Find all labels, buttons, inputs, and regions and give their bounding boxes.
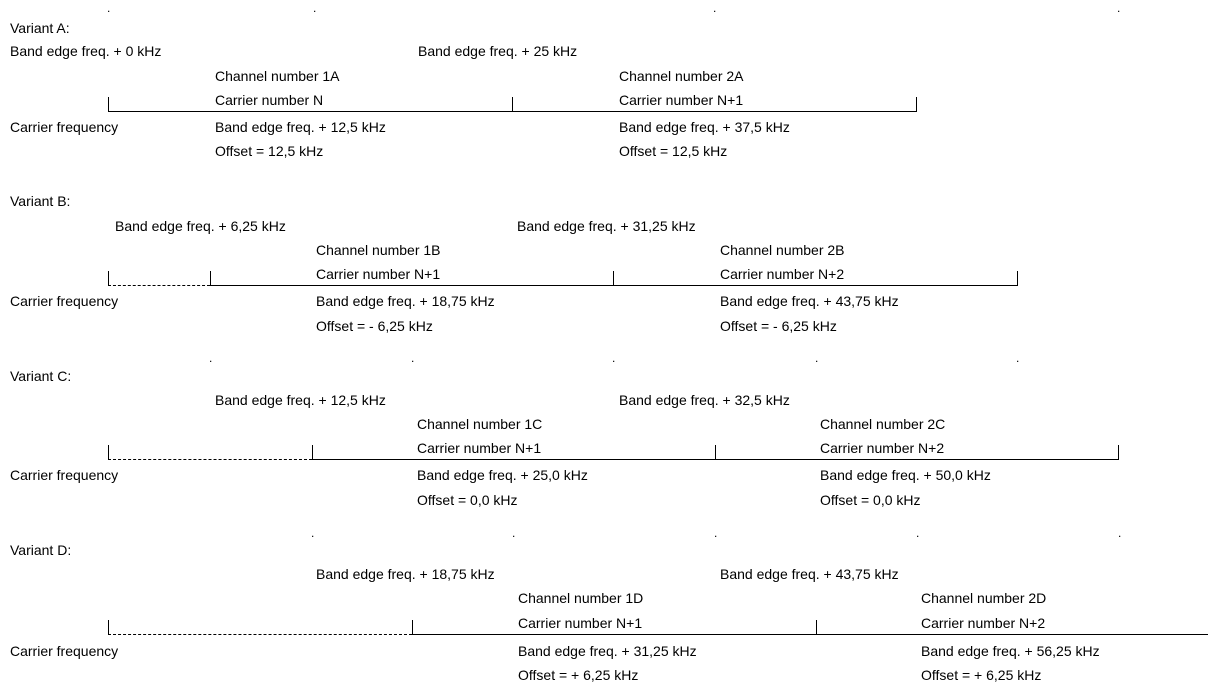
- channel-boundary-tick: [715, 445, 716, 459]
- variant-c-band-edge-left: Band edge freq. + 12,5 kHz: [215, 392, 386, 408]
- variant-a-carrier-frequency-label: Carrier frequency: [10, 119, 119, 135]
- carrier-axis-line: [312, 459, 1119, 460]
- channel-boundary-tick: [412, 620, 413, 634]
- variant-c-title: Variant C:: [10, 368, 72, 384]
- variant-c-carrier-1: Carrier number N+1: [417, 440, 542, 456]
- variant-d-freq-1: Band edge freq. + 31,25 kHz: [518, 643, 697, 659]
- channel-boundary-tick: [512, 97, 513, 111]
- tick-dot: .: [713, 1, 717, 15]
- tick-dot: .: [1118, 526, 1122, 540]
- channel-boundary-tick: [916, 97, 917, 111]
- tick-dot: .: [209, 351, 213, 365]
- variant-c-channel-2: Channel number 2C: [820, 416, 946, 432]
- variant-c-offset-2: Offset = 0,0 kHz: [820, 492, 921, 508]
- carrier-axis-dashed-line: [108, 634, 412, 635]
- tick-dot: .: [512, 526, 516, 540]
- channel-boundary-tick: [108, 620, 109, 634]
- variant-d-channel-1: Channel number 1D: [518, 590, 644, 606]
- variant-c-carrier-frequency-label: Carrier frequency: [10, 467, 119, 483]
- variant-a-freq-2: Band edge freq. + 37,5 kHz: [619, 119, 790, 135]
- variant-a-offset-1: Offset = 12,5 kHz: [215, 143, 324, 159]
- tick-dot: .: [1117, 1, 1121, 15]
- variant-b-offset-2: Offset = - 6,25 kHz: [720, 318, 837, 334]
- variant-b-channel-1: Channel number 1B: [316, 242, 441, 258]
- variant-b-band-edge-right: Band edge freq. + 31,25 kHz: [517, 218, 696, 234]
- variant-d-channel-2: Channel number 2D: [921, 590, 1047, 606]
- channel-boundary-tick: [613, 271, 614, 285]
- variant-d-freq-2: Band edge freq. + 56,25 kHz: [921, 643, 1100, 659]
- channel-boundary-tick: [108, 97, 109, 111]
- variant-c-band-edge-right: Band edge freq. + 32,5 kHz: [619, 392, 790, 408]
- tick-dot: .: [815, 351, 819, 365]
- variant-a-carrier-1: Carrier number N: [215, 92, 324, 108]
- variant-b-band-edge-left: Band edge freq. + 6,25 kHz: [115, 218, 286, 234]
- variant-b-channel-2: Channel number 2B: [720, 242, 845, 258]
- variant-c-freq-1: Band edge freq. + 25,0 kHz: [417, 467, 588, 483]
- variant-c-freq-2: Band edge freq. + 50,0 kHz: [820, 467, 991, 483]
- carrier-axis-line: [210, 285, 1018, 286]
- variant-a-freq-1: Band edge freq. + 12,5 kHz: [215, 119, 386, 135]
- channel-boundary-tick: [312, 445, 313, 459]
- variant-b-title: Variant B:: [10, 193, 71, 209]
- channel-boundary-tick: [1118, 445, 1119, 459]
- variant-b-freq-1: Band edge freq. + 18,75 kHz: [316, 293, 495, 309]
- variant-d-offset-2: Offset = + 6,25 kHz: [921, 667, 1042, 683]
- variant-b-offset-1: Offset = - 6,25 kHz: [316, 318, 433, 334]
- channel-boundary-tick: [1017, 271, 1018, 285]
- variant-b-carrier-2: Carrier number N+2: [720, 266, 845, 282]
- carrier-axis-line: [412, 634, 1208, 635]
- variant-a-channel-1: Channel number 1A: [215, 68, 340, 84]
- tick-dot: .: [612, 351, 616, 365]
- variant-c-channel-1: Channel number 1C: [417, 416, 543, 432]
- channel-boundary-tick: [816, 620, 817, 634]
- variant-b-freq-2: Band edge freq. + 43,75 kHz: [720, 293, 899, 309]
- variant-d-carrier-frequency-label: Carrier frequency: [10, 643, 119, 659]
- carrier-axis-dashed-line: [108, 459, 312, 460]
- tick-dot: .: [714, 526, 718, 540]
- tick-dot: .: [1016, 351, 1020, 365]
- variant-a-offset-2: Offset = 12,5 kHz: [619, 143, 728, 159]
- channel-boundary-tick: [108, 271, 109, 285]
- variant-a-carrier-2: Carrier number N+1: [619, 92, 744, 108]
- variant-a-title: Variant A:: [10, 20, 70, 36]
- tick-dot: .: [916, 526, 920, 540]
- variant-b-carrier-frequency-label: Carrier frequency: [10, 293, 119, 309]
- tick-dot: .: [311, 526, 315, 540]
- variant-d-band-edge-right: Band edge freq. + 43,75 kHz: [720, 566, 899, 582]
- variant-d-title: Variant D:: [10, 542, 72, 558]
- tick-dot: .: [107, 1, 111, 15]
- variant-d-carrier-2: Carrier number N+2: [921, 615, 1046, 631]
- tick-dot: .: [411, 351, 415, 365]
- variant-d-band-edge-left: Band edge freq. + 18,75 kHz: [316, 566, 495, 582]
- variant-d-offset-1: Offset = + 6,25 kHz: [518, 667, 639, 683]
- variant-c-carrier-2: Carrier number N+2: [820, 440, 945, 456]
- variant-a-band-edge-right: Band edge freq. + 25 kHz: [418, 43, 578, 59]
- variant-b-carrier-1: Carrier number N+1: [316, 266, 441, 282]
- variant-a-band-edge-left: Band edge freq. + 0 kHz: [10, 43, 162, 59]
- tick-dot: .: [313, 1, 317, 15]
- variant-a-channel-2: Channel number 2A: [619, 68, 744, 84]
- channel-boundary-tick: [210, 271, 211, 285]
- variant-d-carrier-1: Carrier number N+1: [518, 615, 643, 631]
- carrier-axis-dashed-line: [108, 285, 210, 286]
- carrier-axis-line: [108, 111, 917, 112]
- channel-boundary-tick: [108, 445, 109, 459]
- variant-c-offset-1: Offset = 0,0 kHz: [417, 492, 518, 508]
